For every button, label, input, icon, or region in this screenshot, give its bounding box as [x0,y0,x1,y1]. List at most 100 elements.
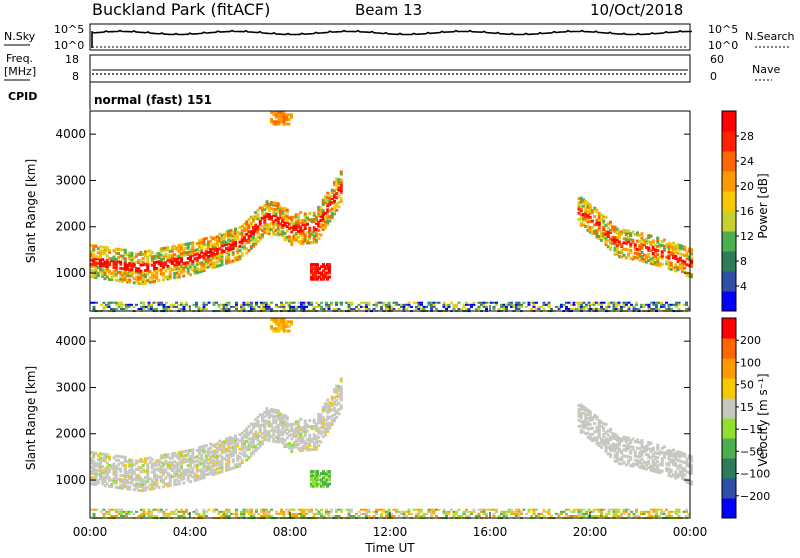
power-cell [236,258,240,262]
velocity-cell [211,454,215,458]
velocity-cell [333,406,336,410]
velocity-cell [231,441,235,445]
velocity-cell [615,442,619,446]
power-cell [591,209,594,213]
velocity-cell [164,453,168,457]
velocity-cell [103,469,107,473]
power-cell [658,245,662,249]
power-cell [550,307,553,310]
power-cell [279,205,282,209]
power-cell [555,305,558,308]
velocity-cell [227,461,231,465]
velocity-cell [119,461,123,465]
velocity-cell [211,458,215,462]
velocity-cell [238,447,242,451]
velocity-cell [168,467,172,471]
velocity-cell [315,447,318,451]
velocity-cell [280,327,283,331]
velocity-cell [387,510,391,513]
velocity-cell [320,484,323,488]
velocity-cell [602,439,606,443]
power-cell [606,239,610,243]
velocity-cell [128,481,132,485]
power-cell [316,277,319,281]
velocity-cell [305,508,308,511]
power-cell [669,267,673,271]
power-cell [137,252,141,256]
power-cell [662,303,666,306]
velocity-cell [317,429,321,433]
power-cell [265,227,269,231]
velocity-cell [126,481,129,485]
velocity-cell [685,480,689,484]
power-cell [565,301,568,304]
velocity-cell [330,418,334,422]
velocity-cell [155,459,159,463]
velocity-cell [218,454,222,458]
velocity-cell [587,508,591,511]
power-cell [204,257,208,261]
power-cell [99,245,102,249]
velocity-cell [189,448,192,452]
power-cell [202,243,206,247]
power-cell [164,252,168,256]
power-cell [227,240,231,244]
velocity-cell [162,514,166,517]
velocity-cell [175,474,179,478]
velocity-cell [182,454,186,458]
velocity-cell [171,468,174,472]
power-cell [595,210,599,214]
velocity-cell [301,446,305,450]
power-cell [674,263,678,267]
velocity-cell [193,478,197,482]
velocity-cell [615,438,619,442]
power-cell [595,218,599,222]
velocity-cell [636,463,639,467]
velocity-cell [218,470,222,474]
velocity-cell [112,466,116,470]
velocity-cell [175,461,179,465]
velocity-cell [173,451,177,455]
power-cell [322,307,326,310]
velocity-cell [588,422,592,426]
velocity-cell [258,430,262,434]
power-cell [282,111,286,114]
power-cell [213,257,217,261]
power-cell [485,301,488,304]
velocity-cell [325,512,328,515]
power-cell [186,246,190,250]
power-cell [225,232,228,236]
velocity-cell [497,514,501,517]
velocity-cell [317,431,321,435]
velocity-cell [164,461,168,465]
power-cell [300,307,303,310]
power-cell [372,303,376,306]
velocity-cell [656,451,660,455]
power-cell [99,270,102,274]
velocity-cell [655,510,658,513]
velocity-cell [205,510,208,513]
velocity-cell [658,462,662,466]
velocity-cell [238,455,242,459]
velocity-cell [252,451,255,455]
power-cell [127,303,131,306]
power-cell [308,226,312,230]
power-cell [119,273,123,277]
noise-right-label: N.Search [745,30,795,43]
power-cell [282,305,286,308]
power-cell [674,250,678,254]
power-cell [265,301,268,304]
power-cell [660,305,663,308]
power-cell [283,208,287,212]
power-colorbar-swatch [722,171,736,192]
velocity-cell [565,514,568,517]
velocity-cell [276,417,280,421]
velocity-cell [117,510,121,513]
power-cell [301,218,305,222]
power-cell [285,122,288,126]
power-cell [312,236,316,240]
power-cell [624,241,628,245]
velocity-cell [609,436,612,440]
velocity-cell [112,462,116,466]
power-cell [123,252,127,256]
